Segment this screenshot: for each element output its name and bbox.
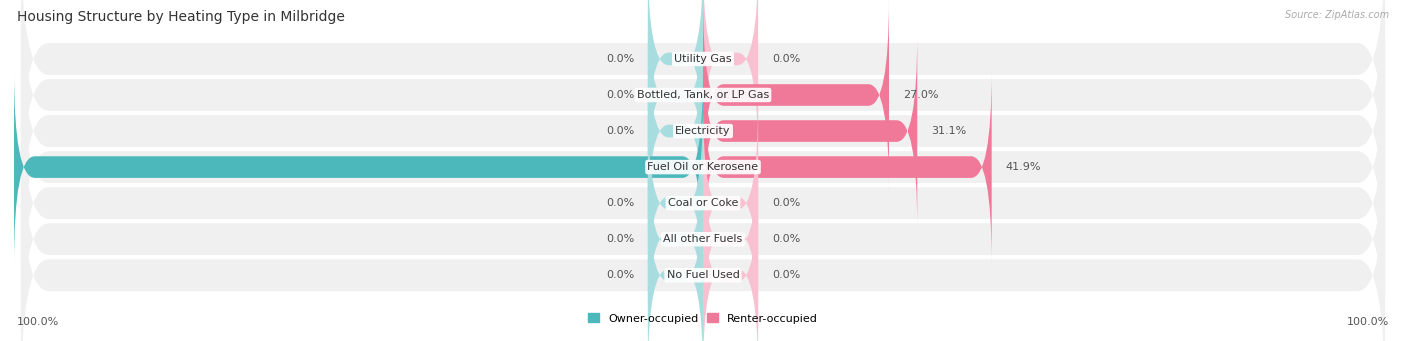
Text: Housing Structure by Heating Type in Milbridge: Housing Structure by Heating Type in Mil… — [17, 10, 344, 24]
FancyBboxPatch shape — [703, 70, 991, 264]
FancyBboxPatch shape — [648, 0, 703, 197]
Text: 31.1%: 31.1% — [931, 126, 966, 136]
Text: All other Fuels: All other Fuels — [664, 234, 742, 244]
FancyBboxPatch shape — [648, 101, 703, 305]
Text: Source: ZipAtlas.com: Source: ZipAtlas.com — [1285, 10, 1389, 20]
Text: 0.0%: 0.0% — [772, 270, 800, 280]
Text: 27.0%: 27.0% — [903, 90, 938, 100]
Text: 0.0%: 0.0% — [606, 270, 634, 280]
FancyBboxPatch shape — [21, 0, 1385, 187]
FancyBboxPatch shape — [21, 39, 1385, 295]
Text: 0.0%: 0.0% — [772, 234, 800, 244]
Text: 0.0%: 0.0% — [606, 198, 634, 208]
Text: 100.0%: 100.0% — [17, 317, 59, 327]
FancyBboxPatch shape — [648, 137, 703, 341]
FancyBboxPatch shape — [21, 147, 1385, 341]
FancyBboxPatch shape — [703, 173, 758, 341]
Text: 0.0%: 0.0% — [772, 198, 800, 208]
FancyBboxPatch shape — [21, 75, 1385, 331]
FancyBboxPatch shape — [21, 0, 1385, 223]
FancyBboxPatch shape — [648, 0, 703, 161]
Legend: Owner-occupied, Renter-occupied: Owner-occupied, Renter-occupied — [583, 309, 823, 328]
FancyBboxPatch shape — [703, 101, 758, 305]
FancyBboxPatch shape — [648, 173, 703, 341]
Text: 0.0%: 0.0% — [772, 54, 800, 64]
FancyBboxPatch shape — [703, 34, 917, 228]
FancyBboxPatch shape — [703, 0, 889, 192]
FancyBboxPatch shape — [703, 137, 758, 341]
Text: 0.0%: 0.0% — [606, 234, 634, 244]
FancyBboxPatch shape — [703, 0, 758, 161]
Text: 0.0%: 0.0% — [606, 54, 634, 64]
Text: No Fuel Used: No Fuel Used — [666, 270, 740, 280]
Text: Utility Gas: Utility Gas — [675, 54, 731, 64]
FancyBboxPatch shape — [14, 70, 703, 264]
Text: 0.0%: 0.0% — [606, 90, 634, 100]
Text: Fuel Oil or Kerosene: Fuel Oil or Kerosene — [647, 162, 759, 172]
FancyBboxPatch shape — [21, 111, 1385, 341]
Text: Bottled, Tank, or LP Gas: Bottled, Tank, or LP Gas — [637, 90, 769, 100]
Text: 41.9%: 41.9% — [1005, 162, 1040, 172]
Text: Electricity: Electricity — [675, 126, 731, 136]
FancyBboxPatch shape — [21, 3, 1385, 260]
FancyBboxPatch shape — [648, 29, 703, 233]
Text: 0.0%: 0.0% — [606, 126, 634, 136]
Text: 100.0%: 100.0% — [1347, 317, 1389, 327]
Text: Coal or Coke: Coal or Coke — [668, 198, 738, 208]
